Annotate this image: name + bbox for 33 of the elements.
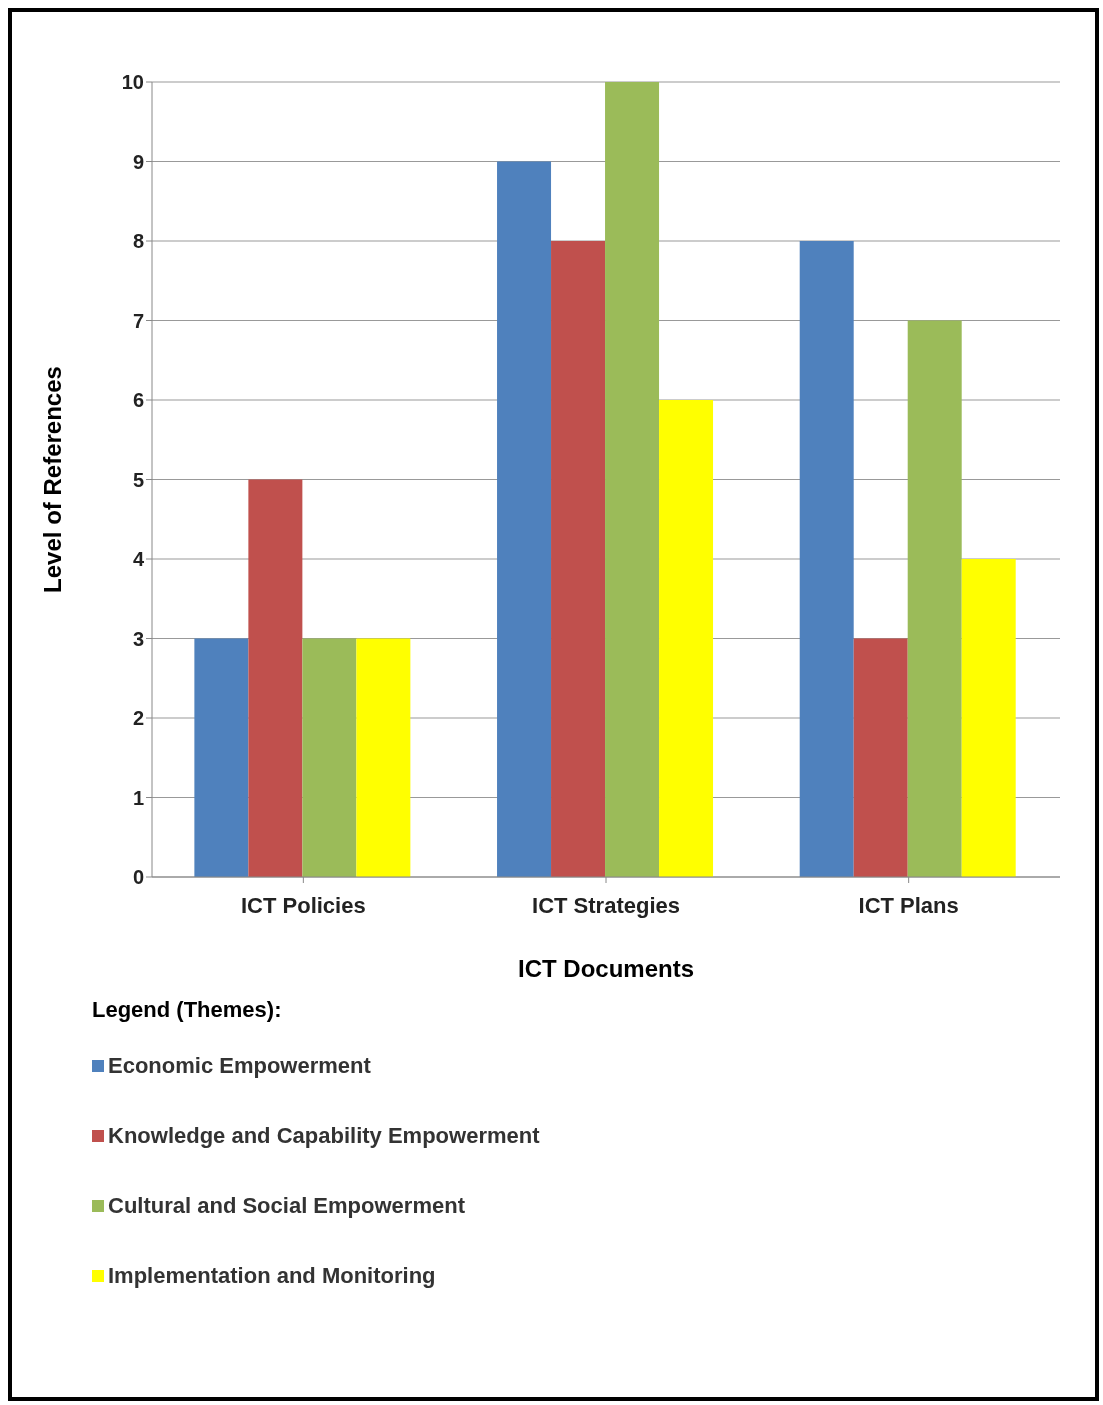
- bar: [194, 638, 249, 877]
- legend-label: Economic Empowerment: [107, 1053, 372, 1079]
- bar: [605, 82, 660, 877]
- bar: [799, 241, 854, 877]
- y-tick-label: 3: [132, 627, 144, 650]
- y-axis-title: Level of References: [38, 366, 66, 593]
- y-tick-label: 0: [132, 866, 144, 889]
- bar: [356, 638, 411, 877]
- y-tick-label: 9: [132, 150, 144, 173]
- legend-label: Cultural and Social Empowerment: [107, 1193, 466, 1219]
- y-tick-label: 5: [132, 468, 144, 491]
- legend-label: Implementation and Monitoring: [107, 1263, 437, 1289]
- y-tick-label: 4: [132, 548, 145, 571]
- x-tick-label: ICT Strategies: [532, 892, 680, 918]
- y-tick-label: 8: [132, 230, 144, 253]
- bar: [302, 638, 357, 877]
- x-tick-label: ICT Policies: [240, 892, 366, 918]
- bar: [551, 241, 606, 877]
- bar: [248, 479, 303, 877]
- bar: [907, 320, 962, 877]
- y-tick-label: 7: [132, 309, 144, 332]
- bar: [659, 400, 714, 877]
- x-axis-title: ICT Documents: [517, 955, 695, 982]
- y-tick-label: 2: [132, 707, 144, 730]
- x-tick-label: ICT Plans: [858, 892, 959, 918]
- y-tick-label: 6: [132, 389, 144, 412]
- y-tick-label: 1: [132, 786, 144, 809]
- bar: [853, 638, 908, 877]
- legend-label: Knowledge and Capability Empowerment: [107, 1123, 541, 1149]
- legend-title: Legend (Themes):: [92, 997, 283, 1023]
- bar: [497, 161, 552, 877]
- y-tick-label: 10: [121, 71, 144, 94]
- bar: [961, 559, 1016, 877]
